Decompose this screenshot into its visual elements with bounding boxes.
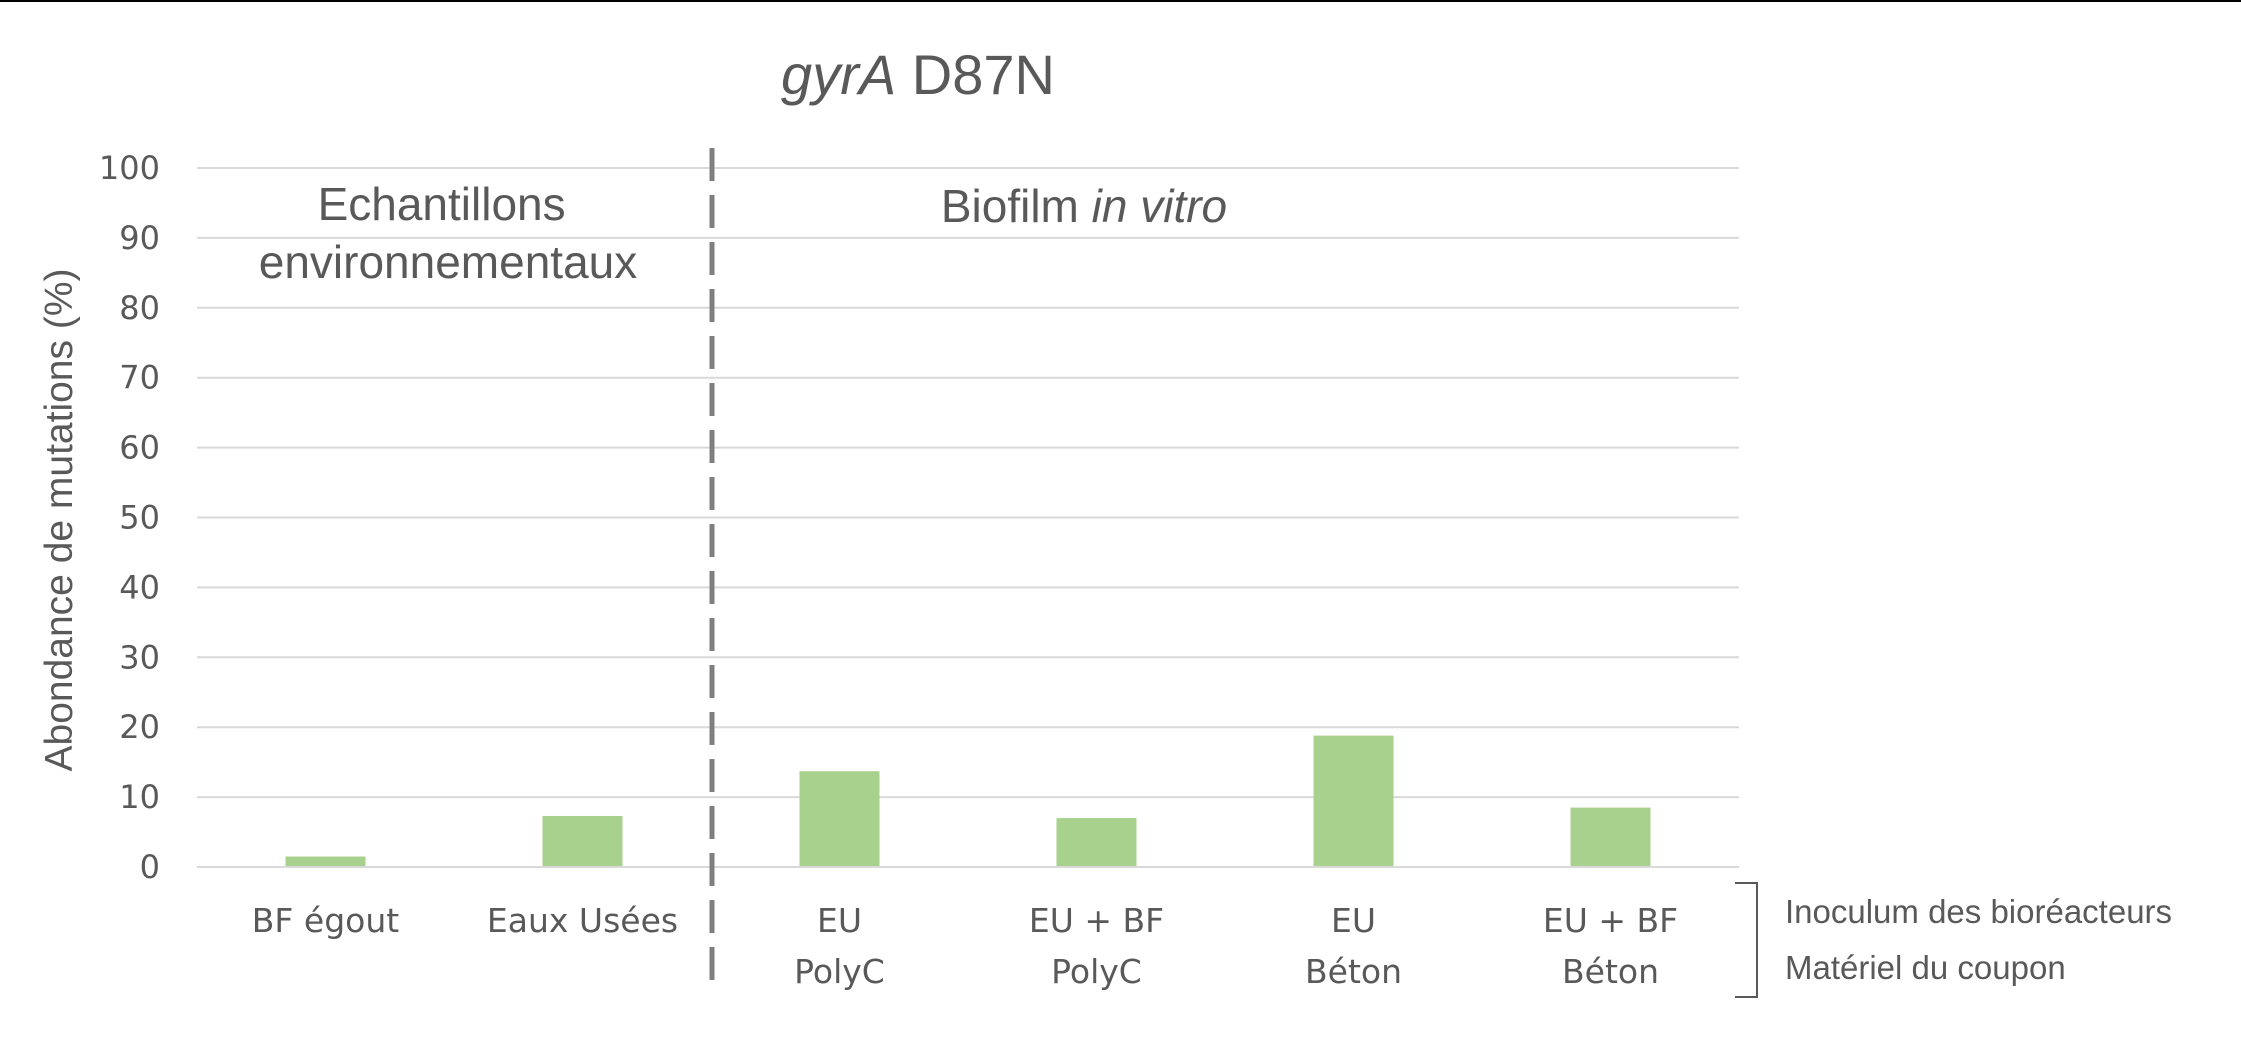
section-label-biofilm-normal: Biofilm (941, 180, 1092, 232)
y-tick-label: 70 (119, 359, 160, 397)
side-bracket (1735, 882, 1758, 998)
gridlines (197, 167, 1739, 799)
bar (542, 815, 623, 867)
section-label-biofilm-italic: in vitro (1092, 180, 1227, 232)
category-labels: BF égout Eaux Usées EU PolyC EU + BF PolyC EU B… (252, 901, 1678, 991)
category-label: EU (817, 901, 862, 940)
bar (285, 856, 366, 867)
bar (1056, 818, 1137, 867)
chart-title-rest: D87N (912, 43, 1055, 106)
y-tick-label: 20 (119, 708, 160, 746)
category-label: BF égout (252, 901, 399, 940)
y-tick-label: 60 (119, 429, 160, 467)
category-label: EU + BF (1543, 901, 1678, 940)
y-tick-label: 0 (140, 848, 160, 886)
section-label-biofilm: Biofilm in vitro (941, 180, 1227, 232)
section-label-environmental-line2: environnementaux (259, 236, 637, 288)
y-tick-label: 40 (119, 568, 160, 606)
category-label-line2: Béton (1562, 952, 1659, 991)
bars (285, 735, 1651, 867)
category-label: EU + BF (1029, 901, 1164, 940)
chart-title-italic: gyrA (781, 43, 896, 106)
bar (1313, 735, 1394, 867)
side-label-inoculum: Inoculum des bioréacteurs (1785, 893, 2172, 930)
category-label: EU (1331, 901, 1376, 940)
category-label-line2: Béton (1305, 952, 1402, 991)
y-tick-label: 100 (99, 149, 160, 187)
y-tick-labels: 0 10 20 30 40 50 60 70 80 90 100 (99, 149, 160, 886)
bar (799, 771, 880, 867)
category-label: Eaux Usées (487, 901, 678, 940)
y-tick-label: 10 (119, 778, 160, 816)
section-label-environmental: Echantillons environnementaux (259, 178, 637, 288)
category-label-line2: PolyC (794, 952, 885, 991)
y-tick-label: 90 (119, 219, 160, 257)
section-label-environmental-line1: Echantillons (318, 178, 566, 230)
side-label-material: Matériel du coupon (1785, 949, 2066, 986)
category-label-line2: PolyC (1051, 952, 1142, 991)
y-tick-label: 50 (119, 499, 160, 537)
chart-title: gyrA D87N (781, 43, 1055, 106)
y-axis-label: Abondance de mutations (%) (38, 269, 81, 772)
y-tick-label: 30 (119, 638, 160, 676)
y-tick-label: 80 (119, 289, 160, 327)
bar (1570, 807, 1651, 867)
